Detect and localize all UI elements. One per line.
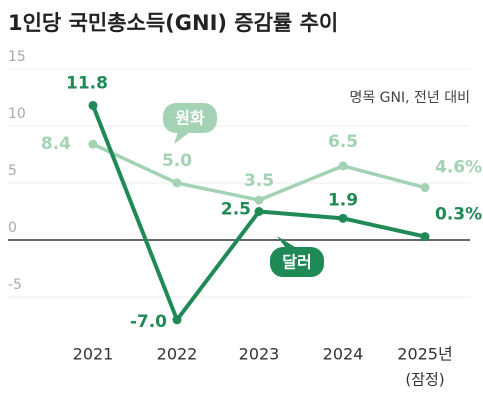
point — [172, 178, 182, 188]
x-tick-label: 2025년 — [397, 345, 452, 364]
legend-label: 달러 — [282, 253, 311, 272]
point — [254, 195, 264, 205]
chart-title: 1인당 국민총소득(GNI) 증감률 추이 — [8, 11, 338, 35]
x-tick-label: 2024 — [323, 345, 364, 364]
x-tick-note: (잠정) — [405, 371, 444, 389]
legend-bubble — [270, 247, 324, 277]
y-tick-label: 15 — [8, 49, 26, 65]
value-label: 6.5 — [328, 132, 358, 152]
legend-pointer — [174, 132, 190, 144]
point — [88, 100, 98, 110]
value-label: 0.3% — [435, 205, 482, 225]
point — [172, 315, 182, 325]
chart-subtitle: 명목 GNI, 전년 대비 — [349, 90, 470, 106]
value-label: 8.4 — [41, 134, 71, 154]
value-label: 11.8 — [66, 73, 108, 93]
y-tick-label: 5 — [8, 163, 17, 179]
value-label: 1.9 — [328, 190, 358, 210]
value-label: -7.0 — [130, 312, 167, 332]
y-tick-label: -5 — [8, 277, 22, 293]
point — [338, 213, 348, 223]
point — [254, 207, 264, 216]
point — [338, 161, 348, 171]
value-label: 3.5 — [244, 171, 274, 191]
y-tick-label: 0 — [8, 220, 17, 236]
legend-label: 원화 — [175, 109, 205, 128]
x-tick-label: 2021 — [73, 345, 114, 364]
point — [420, 183, 430, 193]
value-label: 2.5 — [221, 200, 251, 220]
y-tick-label: 10 — [8, 106, 26, 122]
legend-pointer — [277, 236, 295, 247]
x-tick-label: 2022 — [157, 345, 198, 364]
point — [420, 232, 430, 242]
point — [88, 139, 98, 149]
x-tick-label: 2023 — [239, 345, 280, 364]
value-label: 4.6% — [435, 158, 482, 178]
legend-bubble — [163, 103, 217, 133]
value-label: 5.0 — [162, 151, 192, 171]
